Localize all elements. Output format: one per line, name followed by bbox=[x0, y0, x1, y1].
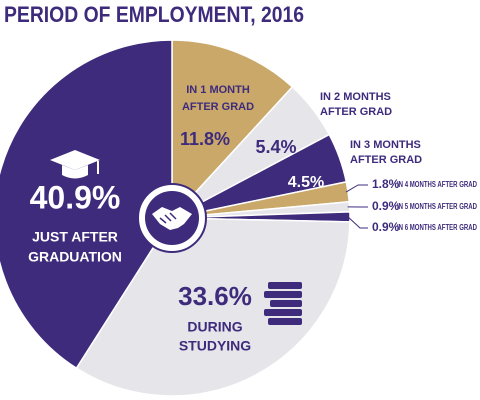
category-label: IN 2 MONTHS bbox=[320, 91, 391, 103]
pie-slice bbox=[171, 39, 294, 220]
category-label: JUST AFTER bbox=[32, 229, 118, 245]
value-label: 0.9% bbox=[372, 220, 400, 234]
category-label: STUDYING bbox=[179, 338, 251, 354]
chart-title: PERIOD OF EMPLOYMENT, 2016 bbox=[4, 2, 304, 27]
category-label: AFTER GRAD bbox=[320, 106, 392, 118]
category-label: GRADUATION bbox=[28, 249, 122, 265]
leader-line bbox=[345, 184, 368, 193]
category-label: DURING bbox=[187, 319, 242, 335]
pie-slice bbox=[75, 217, 351, 397]
pie-slice bbox=[0, 39, 173, 370]
value-label: 1.8% bbox=[372, 177, 400, 191]
category-label: IN 5 MONTHS AFTER GRAD bbox=[397, 202, 477, 211]
value-label: 11.8% bbox=[180, 129, 230, 149]
center-icon bbox=[137, 183, 207, 253]
labels: 11.8% IN 1 MONTH AFTER GRAD 5.4% IN 2 MONTHS… bbox=[28, 84, 477, 354]
value-label: 33.6% bbox=[178, 281, 252, 311]
value-label: 0.9% bbox=[372, 199, 400, 213]
category-label: IN 3 MONTHS bbox=[350, 139, 421, 151]
category-label: IN 1 MONTH bbox=[186, 84, 250, 96]
category-label: IN 4 MONTHS AFTER GRAD bbox=[397, 180, 477, 189]
cap-icon bbox=[50, 150, 100, 179]
leader-line bbox=[347, 216, 368, 229]
pie bbox=[0, 39, 351, 397]
category-label: AFTER GRAD bbox=[350, 154, 422, 166]
category-label: IN 6 MONTHS AFTER GRAD bbox=[397, 223, 477, 232]
value-label: 40.9% bbox=[30, 179, 121, 215]
books-icon bbox=[264, 282, 302, 325]
value-label: 4.5% bbox=[288, 174, 324, 191]
value-label: 5.4% bbox=[255, 137, 296, 157]
category-label: AFTER GRAD bbox=[182, 101, 254, 113]
